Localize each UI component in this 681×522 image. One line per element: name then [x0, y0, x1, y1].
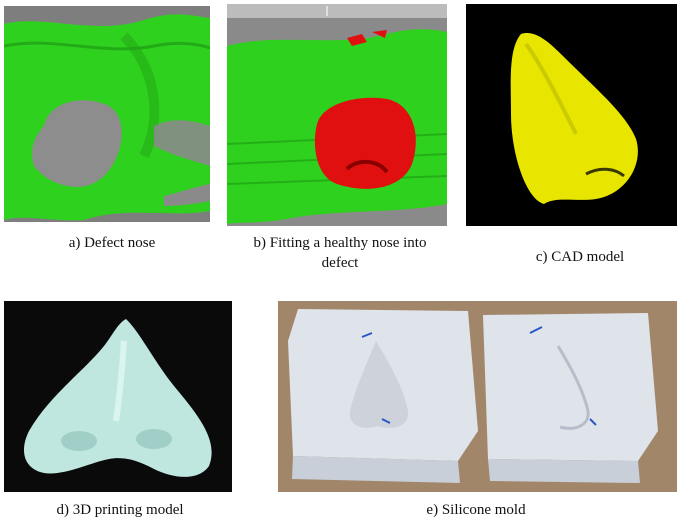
- caption-d: d) 3D printing model: [56, 502, 184, 518]
- caption-b-line2: defect: [321, 255, 359, 271]
- panel-c-cad-model-image: [466, 4, 677, 226]
- panel-a-defect-nose-image: [4, 6, 210, 222]
- caption-b-line1: b) Fitting a healthy nose into: [253, 235, 427, 251]
- panel-e-silicone-mold-image: [278, 301, 677, 492]
- caption-c: c) CAD model: [535, 249, 625, 265]
- panel-d-3d-print-image: [4, 301, 232, 492]
- caption-e: e) Silicone mold: [426, 502, 526, 518]
- panel-b-fitting-image: [227, 4, 447, 226]
- caption-a: a) Defect nose: [68, 235, 156, 251]
